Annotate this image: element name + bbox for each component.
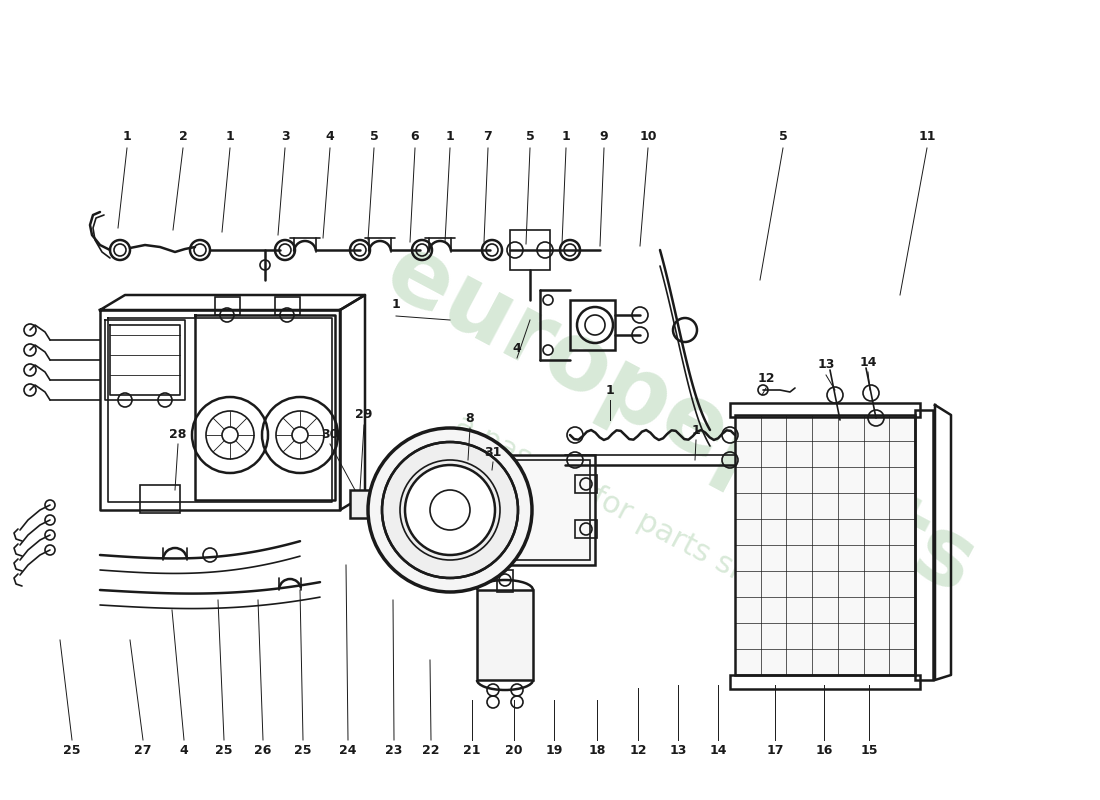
Text: 1: 1 (392, 298, 400, 311)
Text: 31: 31 (484, 446, 502, 458)
Text: 3: 3 (280, 130, 289, 143)
Text: 2: 2 (178, 130, 187, 143)
Text: 27: 27 (134, 745, 152, 758)
Text: 4: 4 (326, 130, 334, 143)
Bar (515, 460, 590, 560)
Wedge shape (382, 442, 518, 578)
Text: 5: 5 (526, 130, 535, 143)
Bar (275, 297, 300, 315)
Bar (735, 415, 915, 675)
Text: 18: 18 (588, 745, 606, 758)
Bar (730, 403, 920, 417)
Text: 12: 12 (629, 745, 647, 758)
Text: 15: 15 (860, 745, 878, 758)
Bar (477, 590, 534, 680)
Text: 26: 26 (254, 745, 272, 758)
Text: 21: 21 (463, 745, 481, 758)
Text: 13: 13 (669, 745, 686, 758)
Bar (510, 455, 595, 565)
Text: 14: 14 (710, 745, 727, 758)
Text: 30: 30 (321, 427, 339, 441)
Text: 1: 1 (122, 130, 131, 143)
Text: 24: 24 (339, 745, 356, 758)
Text: 20: 20 (505, 745, 522, 758)
Bar (570, 300, 615, 350)
Text: 25: 25 (295, 745, 311, 758)
Text: 29: 29 (355, 409, 373, 422)
Bar (497, 570, 513, 592)
Text: 1: 1 (446, 130, 454, 143)
Text: 11: 11 (918, 130, 936, 143)
Circle shape (368, 428, 532, 592)
Circle shape (405, 465, 495, 555)
Text: 5: 5 (370, 130, 378, 143)
Circle shape (382, 442, 518, 578)
Text: 1: 1 (562, 130, 571, 143)
Bar (575, 475, 597, 493)
Bar (350, 490, 400, 518)
Bar (510, 230, 550, 270)
Circle shape (292, 427, 308, 443)
Bar (140, 485, 180, 513)
Circle shape (222, 427, 238, 443)
Text: 4: 4 (179, 745, 188, 758)
Text: 28: 28 (169, 427, 187, 441)
Text: 5: 5 (779, 130, 788, 143)
Text: 23: 23 (385, 745, 403, 758)
Text: a passion for parts since 1985: a passion for parts since 1985 (450, 409, 870, 651)
Text: 6: 6 (410, 130, 419, 143)
Text: 10: 10 (639, 130, 657, 143)
Text: 1: 1 (606, 383, 615, 397)
Text: 25: 25 (216, 745, 233, 758)
Text: 9: 9 (600, 130, 608, 143)
Text: europeparts: europeparts (370, 226, 990, 614)
Text: 17: 17 (767, 745, 783, 758)
Text: 4: 4 (513, 342, 521, 354)
Text: 16: 16 (815, 745, 833, 758)
Bar (915, 410, 933, 680)
Text: 7: 7 (484, 130, 493, 143)
Bar (214, 297, 240, 315)
Text: 13: 13 (817, 358, 835, 371)
Circle shape (430, 490, 470, 530)
Text: 22: 22 (422, 745, 440, 758)
Text: 12: 12 (757, 371, 774, 385)
Text: 25: 25 (64, 745, 80, 758)
Bar (575, 520, 597, 538)
Text: 1: 1 (226, 130, 234, 143)
Text: 19: 19 (546, 745, 563, 758)
Bar (730, 675, 920, 689)
Text: 1: 1 (692, 423, 701, 437)
Text: 8: 8 (465, 411, 474, 425)
Text: 14: 14 (859, 355, 877, 369)
